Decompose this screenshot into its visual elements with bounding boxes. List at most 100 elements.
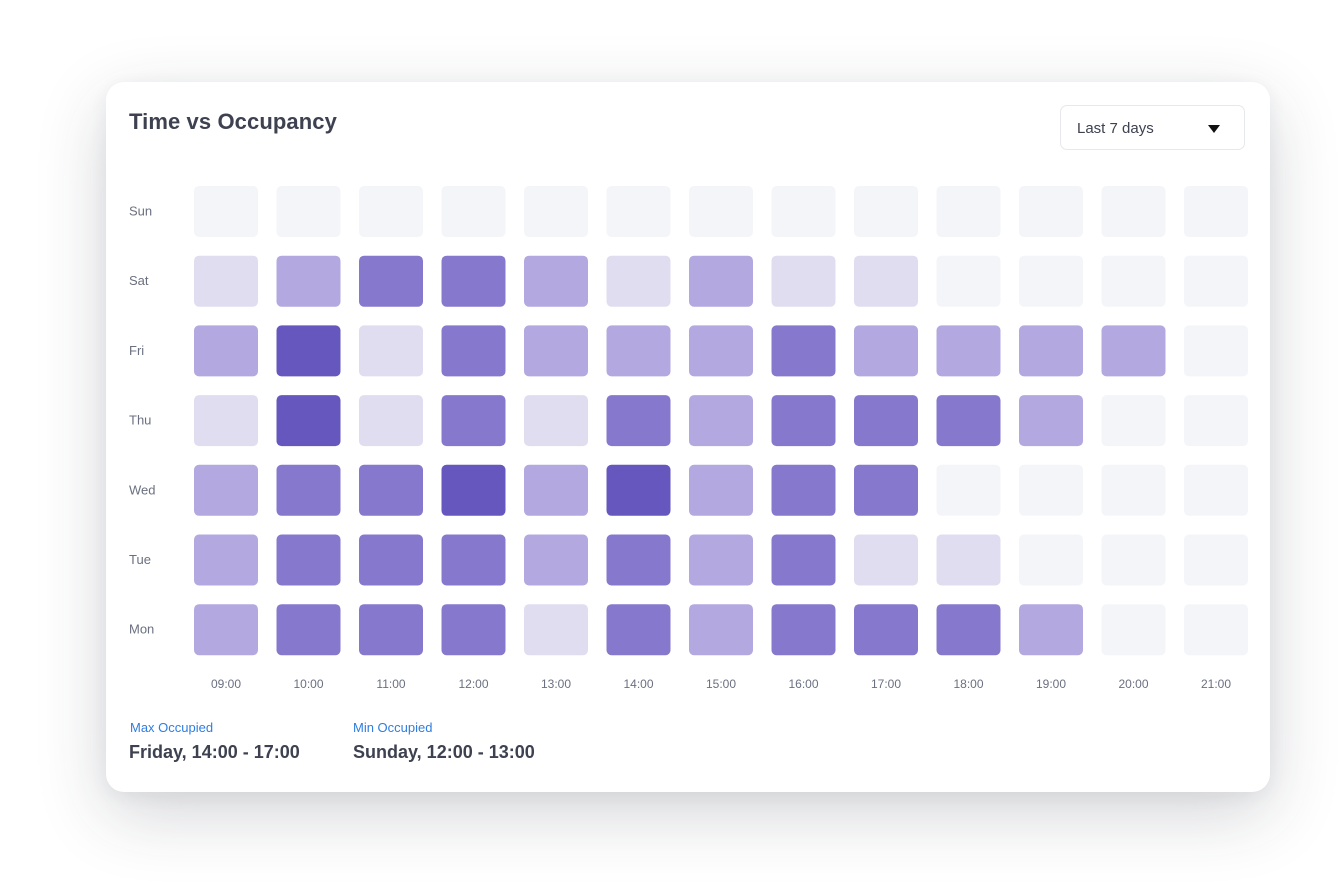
- heatmap-cell-sat-21-00: [1184, 255, 1248, 307]
- hour-label-10-00: 10:00: [293, 677, 323, 691]
- heatmap-cell-sun-15-00: [689, 186, 753, 237]
- heatmap-cell-thu-15-00: [689, 395, 753, 447]
- heatmap-cell-tue-14-00: [606, 534, 671, 586]
- heatmap-cell-sat-10-00: [276, 255, 341, 307]
- heatmap-cell-fri-21-00: [1184, 325, 1248, 377]
- date-range-selected: Last 7 days: [1077, 120, 1154, 137]
- heatmap-cell-mon-13-00: [524, 604, 588, 656]
- min-occupied-value: Sunday, 12:00 - 13:00: [353, 742, 535, 762]
- heatmap-cell-tue-11-00: [359, 534, 423, 586]
- min-occupied-label: Min Occupied: [353, 720, 433, 735]
- heatmap-cell-fri-10-00: [276, 325, 341, 377]
- heatmap-cell-thu-10-00: [276, 395, 341, 447]
- day-label-mon: Mon: [129, 622, 154, 637]
- heatmap-cell-tue-20-00: [1101, 534, 1166, 586]
- heatmap-cell-wed-19-00: [1019, 464, 1083, 516]
- heatmap-cell-sun-13-00: [524, 186, 588, 237]
- heatmap-cell-thu-20-00: [1101, 395, 1166, 447]
- heatmap-cell-wed-12-00: [441, 464, 506, 516]
- heatmap-cell-wed-20-00: [1101, 464, 1166, 516]
- heatmap-cell-fri-16-00: [771, 325, 836, 377]
- heatmap-cell-fri-17-00: [854, 325, 918, 377]
- hour-label-13-00: 13:00: [541, 677, 571, 691]
- heatmap-cell-thu-11-00: [359, 395, 423, 447]
- heatmap-cell-wed-14-00: [606, 464, 671, 516]
- hour-label-09-00: 09:00: [211, 677, 241, 691]
- heatmap-cell-sat-15-00: [689, 255, 753, 307]
- heatmap-cell-thu-21-00: [1184, 395, 1248, 447]
- day-label-sun: Sun: [129, 204, 152, 219]
- heatmap-cell-tue-21-00: [1184, 534, 1248, 586]
- max-occupied-label: Max Occupied: [130, 720, 214, 735]
- heatmap-cell-sun-17-00: [854, 186, 918, 237]
- heatmap-cell-mon-12-00: [441, 604, 506, 656]
- heatmap-cell-thu-13-00: [524, 395, 588, 447]
- heatmap-cell-thu-09-00: [194, 395, 258, 447]
- hour-label-18-00: 18:00: [953, 677, 983, 691]
- heatmap-cell-mon-18-00: [936, 604, 1001, 656]
- heatmap-cell-tue-18-00: [936, 534, 1001, 586]
- date-range-select[interactable]: Last 7 days: [1060, 105, 1245, 150]
- heatmap-cell-sun-10-00: [276, 186, 341, 237]
- heatmap-cell-fri-20-00: [1101, 325, 1166, 377]
- heatmap-cell-fri-18-00: [936, 325, 1001, 377]
- heatmap-cell-wed-09-00: [194, 464, 258, 516]
- heatmap-cell-tue-17-00: [854, 534, 918, 586]
- heatmap-cell-sat-09-00: [194, 255, 258, 307]
- caret-down-icon: [1208, 125, 1220, 133]
- heatmap-cell-wed-16-00: [771, 464, 836, 516]
- heatmap-cell-thu-17-00: [854, 395, 918, 447]
- heatmap-cell-fri-13-00: [524, 325, 588, 377]
- heatmap-cell-wed-15-00: [689, 464, 753, 516]
- heatmap-cell-tue-15-00: [689, 534, 753, 586]
- heatmap-cell-sat-20-00: [1101, 255, 1166, 307]
- heatmap-cell-sun-21-00: [1184, 186, 1248, 237]
- heatmap-cell-mon-14-00: [606, 604, 671, 656]
- heatmap-cell-fri-14-00: [606, 325, 671, 377]
- heatmap-cell-mon-21-00: [1184, 604, 1248, 656]
- heatmap-cell-mon-11-00: [359, 604, 423, 656]
- heatmap-cell-mon-17-00: [854, 604, 918, 656]
- hour-label-20-00: 20:00: [1118, 677, 1148, 691]
- heatmap-cell-fri-19-00: [1019, 325, 1083, 377]
- hour-label-14-00: 14:00: [623, 677, 653, 691]
- day-label-sat: Sat: [129, 273, 149, 288]
- heatmap-cell-mon-10-00: [276, 604, 341, 656]
- heatmap-cell-tue-16-00: [771, 534, 836, 586]
- card-title: Time vs Occupancy: [129, 109, 337, 134]
- heatmap-cell-thu-12-00: [441, 395, 506, 447]
- heatmap-cell-mon-15-00: [689, 604, 753, 656]
- heatmap-cell-fri-11-00: [359, 325, 423, 377]
- heatmap-cell-wed-11-00: [359, 464, 423, 516]
- hour-label-12-00: 12:00: [458, 677, 488, 691]
- heatmap-cell-wed-10-00: [276, 464, 341, 516]
- heatmap-cell-sat-16-00: [771, 255, 836, 307]
- hour-label-17-00: 17:00: [871, 677, 901, 691]
- hour-label-21-00: 21:00: [1201, 677, 1231, 691]
- day-label-tue: Tue: [129, 552, 151, 567]
- heatmap-cell-sun-09-00: [194, 186, 258, 237]
- heatmap-cell-tue-10-00: [276, 534, 341, 586]
- heatmap-cell-sun-19-00: [1019, 186, 1083, 237]
- heatmap-cell-tue-19-00: [1019, 534, 1083, 586]
- heatmap-cell-thu-18-00: [936, 395, 1001, 447]
- day-label-fri: Fri: [129, 343, 144, 358]
- heatmap-cell-sat-14-00: [606, 255, 671, 307]
- heatmap-cell-mon-19-00: [1019, 604, 1083, 656]
- heatmap-cell-sat-12-00: [441, 255, 506, 307]
- heatmap-cell-sat-13-00: [524, 255, 588, 307]
- max-occupied-value: Friday, 14:00 - 17:00: [129, 742, 300, 762]
- hour-label-19-00: 19:00: [1036, 677, 1066, 691]
- heatmap-cell-sun-20-00: [1101, 186, 1166, 237]
- heatmap-cell-sun-18-00: [936, 186, 1001, 237]
- heatmap-cell-sun-12-00: [441, 186, 506, 237]
- day-label-wed: Wed: [129, 482, 156, 497]
- heatmap-cell-sun-11-00: [359, 186, 423, 237]
- heatmap-cell-sat-18-00: [936, 255, 1001, 307]
- heatmap-cell-mon-20-00: [1101, 604, 1166, 656]
- heatmap-cell-sun-16-00: [771, 186, 836, 237]
- heatmap-cell-sat-17-00: [854, 255, 918, 307]
- heatmap-cell-tue-13-00: [524, 534, 588, 586]
- occupancy-heatmap: Sun Sat Fri Thu Wed Tue Mon 09:00 10:00 11:00 12:0…: [129, 186, 1248, 691]
- heatmap-cell-fri-09-00: [194, 325, 258, 377]
